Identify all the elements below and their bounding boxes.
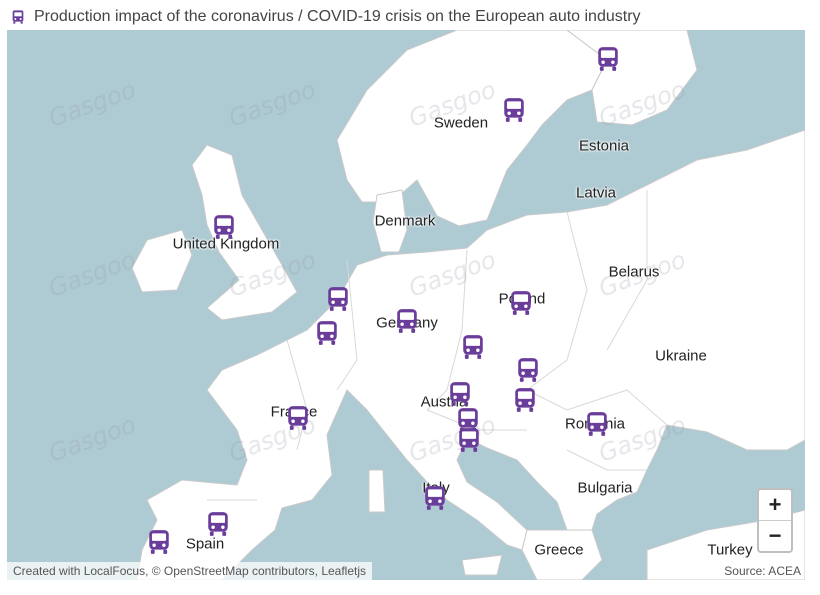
source-note: Source: ACEA (724, 564, 801, 578)
land-sardinia (368, 469, 386, 513)
country-label-greece: Greece (534, 541, 584, 559)
bus-marker-icon[interactable] (205, 511, 231, 537)
bus-marker-icon[interactable] (512, 387, 538, 413)
country-label-belarus: Belarus (608, 263, 660, 281)
bus-marker-icon[interactable] (584, 411, 610, 437)
bus-marker-icon[interactable] (314, 320, 340, 346)
country-label-latvia: Latvia (575, 184, 617, 202)
bus-marker-icon[interactable] (394, 308, 420, 334)
land-great-britain (191, 144, 298, 321)
country-label-ukraine: Ukraine (655, 347, 707, 365)
land-denmark (372, 189, 408, 253)
bus-marker-icon[interactable] (460, 334, 486, 360)
zoom-in-button[interactable]: + (768, 492, 782, 517)
bus-marker-icon[interactable] (211, 214, 237, 240)
bus-marker-icon[interactable] (508, 290, 534, 316)
zoom-out-button[interactable]: − (759, 520, 791, 551)
bus-marker-icon[interactable] (325, 286, 351, 312)
country-label-united-kingdom: United Kingdom (172, 235, 280, 253)
country-label-bulgaria: Bulgaria (577, 479, 633, 497)
land-sicily (461, 554, 503, 576)
bus-marker-icon[interactable] (447, 381, 473, 407)
land-continent (136, 129, 805, 580)
zoom-control: + − (757, 488, 793, 553)
map-title: Production impact of the coronavirus / C… (10, 6, 641, 28)
map-canvas[interactable]: Gasgoo Gasgoo Gasgoo Gasgoo Gasgoo Gasgo… (7, 30, 805, 580)
bus-marker-icon[interactable] (146, 529, 172, 555)
map-attribution[interactable]: Created with LocalFocus, © OpenStreetMap… (7, 562, 373, 580)
country-label-estonia: Estonia (578, 137, 630, 155)
bus-marker-icon[interactable] (456, 427, 482, 453)
bus-marker-icon[interactable] (285, 405, 311, 431)
country-label-spain: Spain (185, 535, 225, 553)
bus-marker-icon[interactable] (595, 46, 621, 72)
title-text: Production impact of the coronavirus / C… (34, 8, 641, 25)
bus-marker-icon[interactable] (501, 97, 527, 123)
bus-marker-icon[interactable] (515, 357, 541, 383)
bus-icon (12, 10, 24, 24)
land-ireland (131, 229, 193, 293)
country-label-denmark: Denmark (374, 212, 436, 230)
land-greece (521, 529, 603, 580)
bus-marker-icon[interactable] (422, 485, 448, 511)
map-basemap (131, 30, 805, 580)
country-label-sweden: Sweden (433, 114, 489, 132)
country-label-turkey: Turkey (707, 541, 753, 559)
